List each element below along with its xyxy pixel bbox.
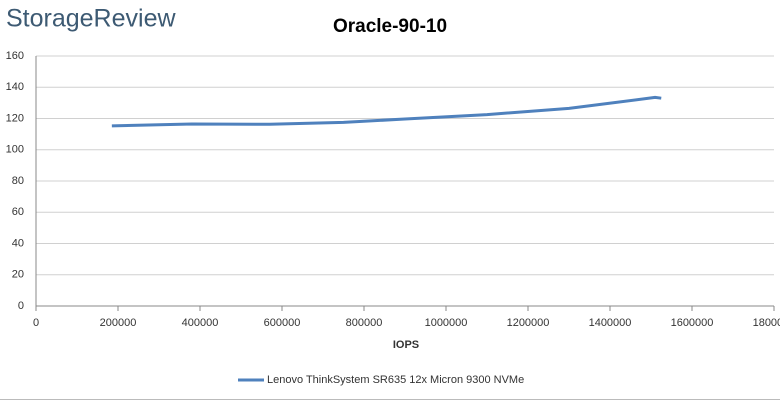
legend-label: Lenovo ThinkSystem SR635 12x Micron 9300… xyxy=(267,374,524,386)
x-tick-label: 1200000 xyxy=(507,317,550,329)
y-tick-label: 80 xyxy=(12,175,24,187)
x-tick-label: 400000 xyxy=(182,317,219,329)
brand-logo: StorageReview xyxy=(6,5,176,33)
y-tick-label: 60 xyxy=(12,206,24,218)
x-tick-label: 1000000 xyxy=(425,317,468,329)
y-tick-label: 20 xyxy=(12,269,24,281)
x-tick-label: 0 xyxy=(33,317,39,329)
chart-title: Oracle-90-10 xyxy=(333,16,447,37)
x-tick-label: 1800000 xyxy=(753,317,780,329)
x-axis-label: IOPS xyxy=(393,339,419,351)
x-tick-label: 1600000 xyxy=(671,317,714,329)
y-tick-label: 40 xyxy=(12,237,24,249)
x-tick-label: 800000 xyxy=(346,317,383,329)
y-tick-label: 0 xyxy=(18,300,24,312)
x-tick-label: 1400000 xyxy=(589,317,632,329)
y-tick-label: 140 xyxy=(6,81,24,93)
x-tick-label: 200000 xyxy=(100,317,137,329)
y-tick-label: 100 xyxy=(6,144,24,156)
x-tick-label: 600000 xyxy=(264,317,301,329)
data-line xyxy=(111,95,662,128)
y-tick-label: 120 xyxy=(6,112,24,124)
y-tick-label: 160 xyxy=(6,50,24,62)
